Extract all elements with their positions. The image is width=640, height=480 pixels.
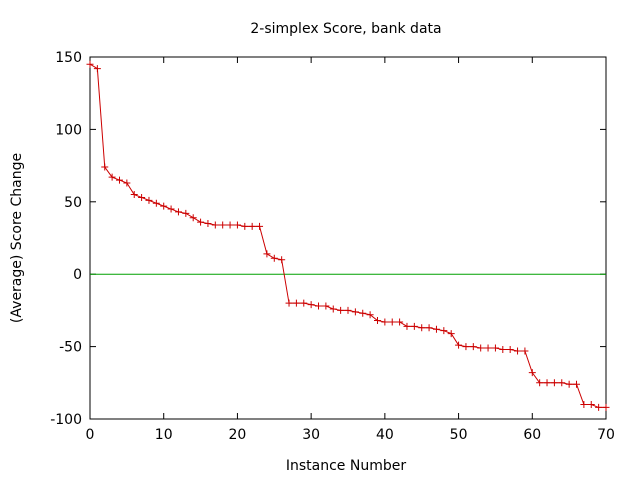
data-point-67 bbox=[580, 401, 588, 409]
x-tick-label-1: 10 bbox=[155, 427, 173, 443]
data-point-59 bbox=[521, 347, 529, 355]
data-point-37 bbox=[359, 309, 367, 317]
data-point-18 bbox=[219, 221, 227, 229]
data-point-16 bbox=[204, 220, 212, 228]
data-point-27 bbox=[285, 299, 293, 307]
data-point-10 bbox=[160, 202, 168, 210]
data-point-6 bbox=[130, 191, 138, 199]
data-point-45 bbox=[418, 324, 426, 332]
data-point-3 bbox=[108, 173, 116, 181]
y-tick-label-1: -50 bbox=[59, 340, 82, 356]
data-point-9 bbox=[152, 199, 160, 207]
data-point-49 bbox=[447, 330, 455, 338]
data-point-21 bbox=[241, 222, 249, 230]
data-point-42 bbox=[396, 318, 404, 326]
data-point-29 bbox=[300, 299, 308, 307]
data-point-0 bbox=[86, 60, 94, 68]
plot-frame bbox=[89, 56, 607, 420]
data-point-20 bbox=[233, 221, 241, 229]
data-point-30 bbox=[307, 301, 315, 309]
data-point-1 bbox=[93, 65, 101, 73]
data-point-31 bbox=[315, 302, 323, 310]
y-axis-label: (Average) Score Change bbox=[9, 153, 25, 323]
x-tick-label-6: 60 bbox=[523, 427, 541, 443]
data-point-11 bbox=[167, 205, 175, 213]
data-point-28 bbox=[292, 299, 300, 307]
data-point-5 bbox=[123, 179, 131, 187]
data-point-44 bbox=[410, 322, 418, 330]
x-tick-label-5: 50 bbox=[450, 427, 468, 443]
data-point-4 bbox=[115, 176, 123, 184]
data-point-68 bbox=[587, 401, 595, 409]
data-point-12 bbox=[174, 208, 182, 216]
data-point-65 bbox=[565, 380, 573, 388]
data-point-40 bbox=[381, 318, 389, 326]
data-point-33 bbox=[329, 305, 337, 313]
data-point-64 bbox=[558, 379, 566, 387]
y-tick-label-4: 100 bbox=[55, 122, 82, 138]
data-point-14 bbox=[189, 214, 197, 222]
data-point-35 bbox=[344, 306, 352, 314]
data-point-61 bbox=[536, 379, 544, 387]
data-point-51 bbox=[462, 343, 470, 351]
tick-marks bbox=[89, 56, 607, 420]
data-point-15 bbox=[197, 218, 205, 226]
data-point-23 bbox=[256, 222, 264, 230]
data-point-50 bbox=[455, 341, 463, 349]
chart-title: 2-simplex Score, bank data bbox=[250, 21, 441, 37]
data-point-62 bbox=[543, 379, 551, 387]
data-point-57 bbox=[506, 345, 514, 353]
y-tick-label-0: -100 bbox=[50, 412, 82, 428]
y-tick-label-3: 50 bbox=[64, 195, 82, 211]
data-point-32 bbox=[322, 302, 330, 310]
data-point-70 bbox=[602, 403, 610, 411]
data-point-22 bbox=[248, 222, 256, 230]
data-point-38 bbox=[366, 311, 374, 319]
series-line bbox=[89, 63, 606, 408]
data-points bbox=[86, 60, 610, 411]
data-point-26 bbox=[278, 256, 286, 264]
data-point-55 bbox=[491, 344, 499, 352]
x-tick-label-7: 70 bbox=[597, 427, 615, 443]
data-point-8 bbox=[145, 196, 153, 204]
x-tick-label-3: 30 bbox=[302, 427, 320, 443]
data-point-36 bbox=[351, 308, 359, 316]
data-point-47 bbox=[432, 325, 440, 333]
data-point-53 bbox=[477, 344, 485, 352]
x-tick-label-2: 20 bbox=[229, 427, 247, 443]
data-point-63 bbox=[550, 379, 558, 387]
x-tick-label-4: 40 bbox=[376, 427, 394, 443]
data-point-58 bbox=[514, 347, 522, 355]
data-point-7 bbox=[138, 193, 146, 201]
data-point-43 bbox=[403, 322, 411, 330]
data-point-19 bbox=[226, 221, 234, 229]
data-point-39 bbox=[373, 317, 381, 325]
data-point-13 bbox=[182, 209, 190, 217]
data-point-17 bbox=[211, 221, 219, 229]
data-point-34 bbox=[337, 306, 345, 314]
y-tick-label-5: 150 bbox=[55, 50, 82, 66]
data-point-66 bbox=[573, 380, 581, 388]
data-point-52 bbox=[469, 343, 477, 351]
data-point-25 bbox=[270, 254, 278, 262]
data-point-41 bbox=[388, 318, 396, 326]
data-point-60 bbox=[528, 369, 536, 377]
data-point-69 bbox=[595, 403, 603, 411]
x-axis-label: Instance Number bbox=[286, 458, 406, 474]
data-point-24 bbox=[263, 250, 271, 258]
data-point-2 bbox=[101, 163, 109, 171]
data-point-48 bbox=[440, 327, 448, 335]
data-point-46 bbox=[425, 324, 433, 332]
tick-labels: 0 10 20 30 40 50 60 70 -100 -50 0 50 100 150 bbox=[50, 50, 615, 443]
y-tick-label-2: 0 bbox=[73, 267, 82, 283]
data-point-56 bbox=[499, 345, 507, 353]
data-point-54 bbox=[484, 344, 492, 352]
x-tick-label-0: 0 bbox=[86, 427, 95, 443]
